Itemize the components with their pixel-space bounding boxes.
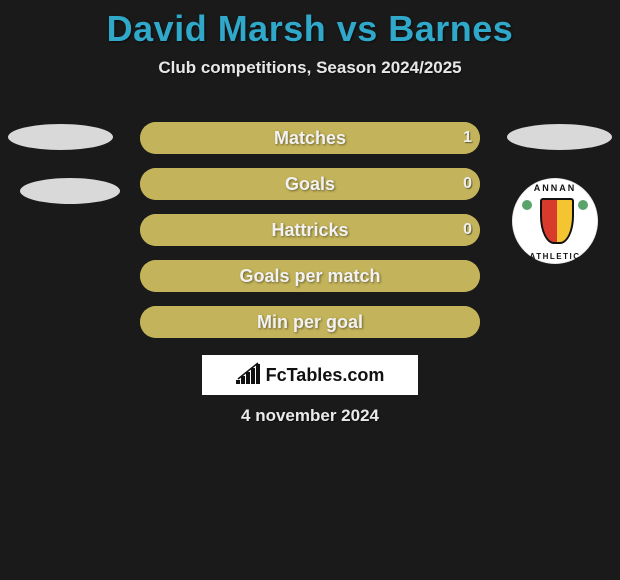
- club-badge: ANNAN ATHLETIC: [512, 178, 598, 264]
- shield-icon: [540, 198, 574, 244]
- bar-fill-right: [140, 214, 480, 246]
- thistle-icon: [522, 200, 532, 210]
- bar-row: Min per goal: [140, 306, 480, 338]
- page-title: David Marsh vs Barnes: [0, 0, 620, 50]
- brand-box[interactable]: FcTables.com: [202, 355, 418, 395]
- brand-text: FcTables.com: [266, 365, 385, 386]
- bar-row: Goals0: [140, 168, 480, 200]
- bar-value-right: 1: [463, 122, 472, 154]
- badge-bottom-text: ATHLETIC: [512, 252, 598, 261]
- bar-row: Matches1: [140, 122, 480, 154]
- bar-fill-right: [140, 306, 480, 338]
- bar-row: Hattricks0: [140, 214, 480, 246]
- thistle-icon: [578, 200, 588, 210]
- comparison-card: David Marsh vs Barnes Club competitions,…: [0, 0, 620, 580]
- badge-top-text: ANNAN: [512, 183, 598, 193]
- left-player-placeholder-1: [8, 124, 113, 150]
- bar-fill-right: [140, 122, 480, 154]
- bar-fill-right: [140, 168, 480, 200]
- bar-chart-icon: [236, 362, 262, 389]
- bar-fill-right: [140, 260, 480, 292]
- bar-value-right: 0: [463, 168, 472, 200]
- subtitle: Club competitions, Season 2024/2025: [0, 58, 620, 78]
- left-player-placeholder-2: [20, 178, 120, 204]
- h2h-bars: Matches1 Goals0 Hattricks0 Goals per match M…: [140, 122, 480, 352]
- bar-row: Goals per match: [140, 260, 480, 292]
- bar-value-right: 0: [463, 214, 472, 246]
- right-player-placeholder-1: [507, 124, 612, 150]
- date-line: 4 november 2024: [0, 406, 620, 426]
